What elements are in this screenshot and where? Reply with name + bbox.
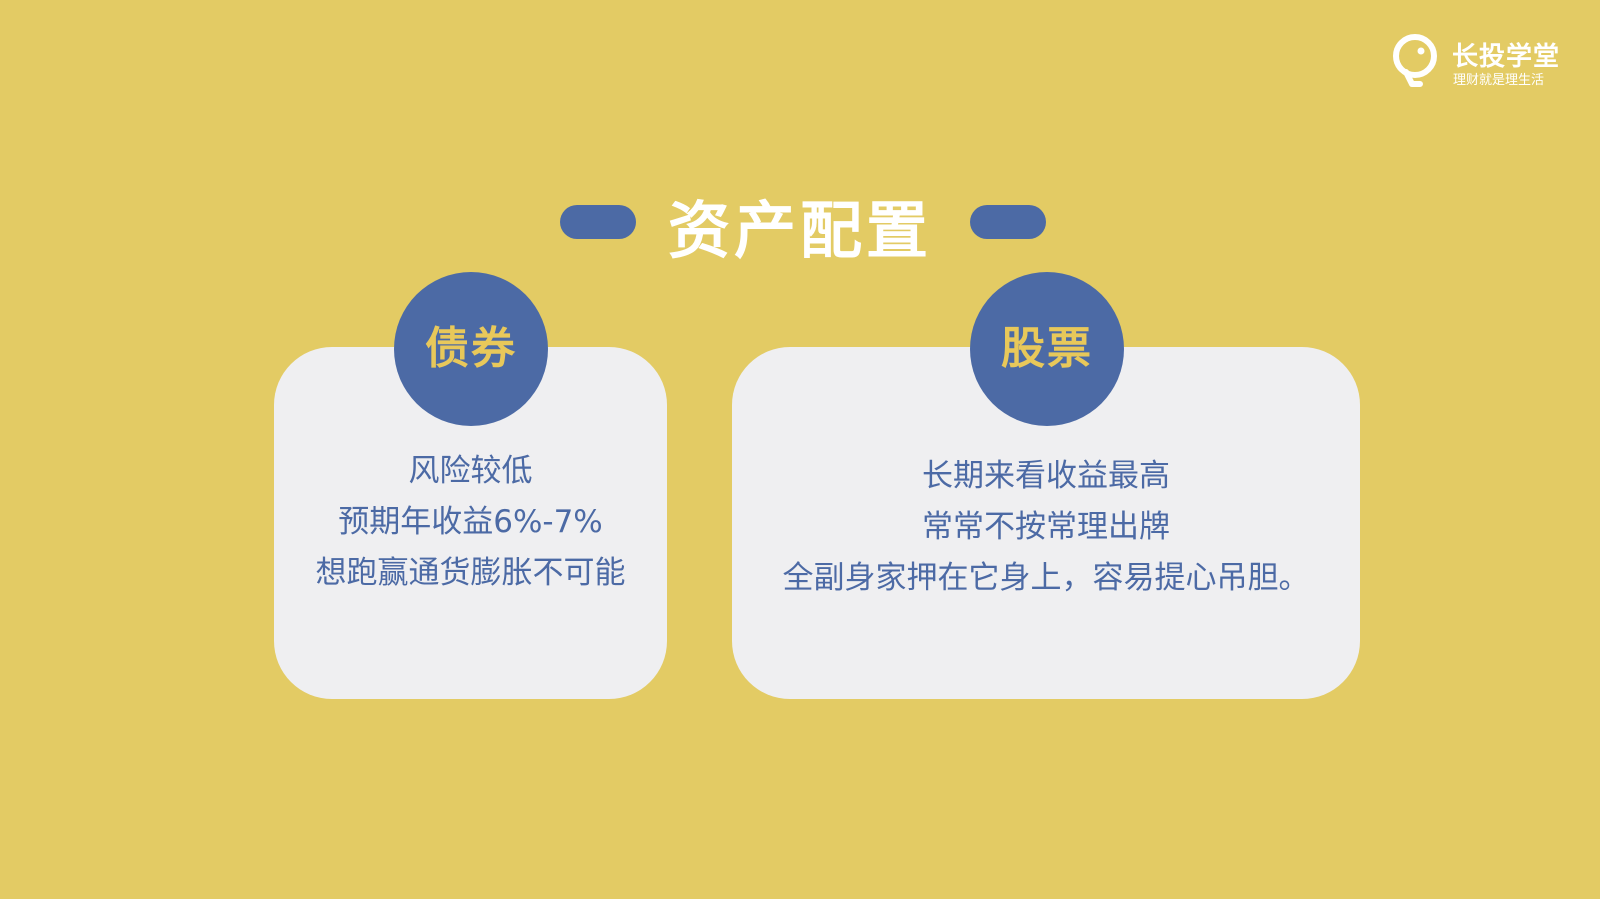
stock-line-2: 常常不按常理出牌 [922, 509, 1170, 545]
brand-slogan: 理财就是理生活 [1453, 73, 1545, 88]
stock-line-3: 全副身家押在它身上，容易提心吊胆。 [782, 560, 1310, 596]
slide-title: 资产配置 [667, 194, 932, 267]
bond-description: 风险较低 预期年收益6%-7% 想跑赢通货膨胀不可能 [274, 446, 667, 599]
title-decoration-right [970, 205, 1046, 239]
brand-name: 长投学堂 [1452, 42, 1561, 72]
title-decoration-left [560, 205, 636, 239]
stock-line-1: 长期来看收益最高 [922, 458, 1170, 494]
bond-line-2: 预期年收益6%-7% [338, 504, 603, 540]
bond-badge: 债券 [394, 272, 548, 426]
stock-description: 长期来看收益最高 常常不按常理出牌 全副身家押在它身上，容易提心吊胆。 [732, 451, 1360, 604]
stock-badge: 股票 [970, 272, 1124, 426]
brand-logo: 长投学堂 理财就是理生活 [1390, 28, 1570, 92]
bond-line-3: 想跑赢通货膨胀不可能 [315, 555, 626, 591]
lightbulb-icon [1393, 34, 1437, 87]
bond-line-1: 风险较低 [408, 453, 533, 489]
